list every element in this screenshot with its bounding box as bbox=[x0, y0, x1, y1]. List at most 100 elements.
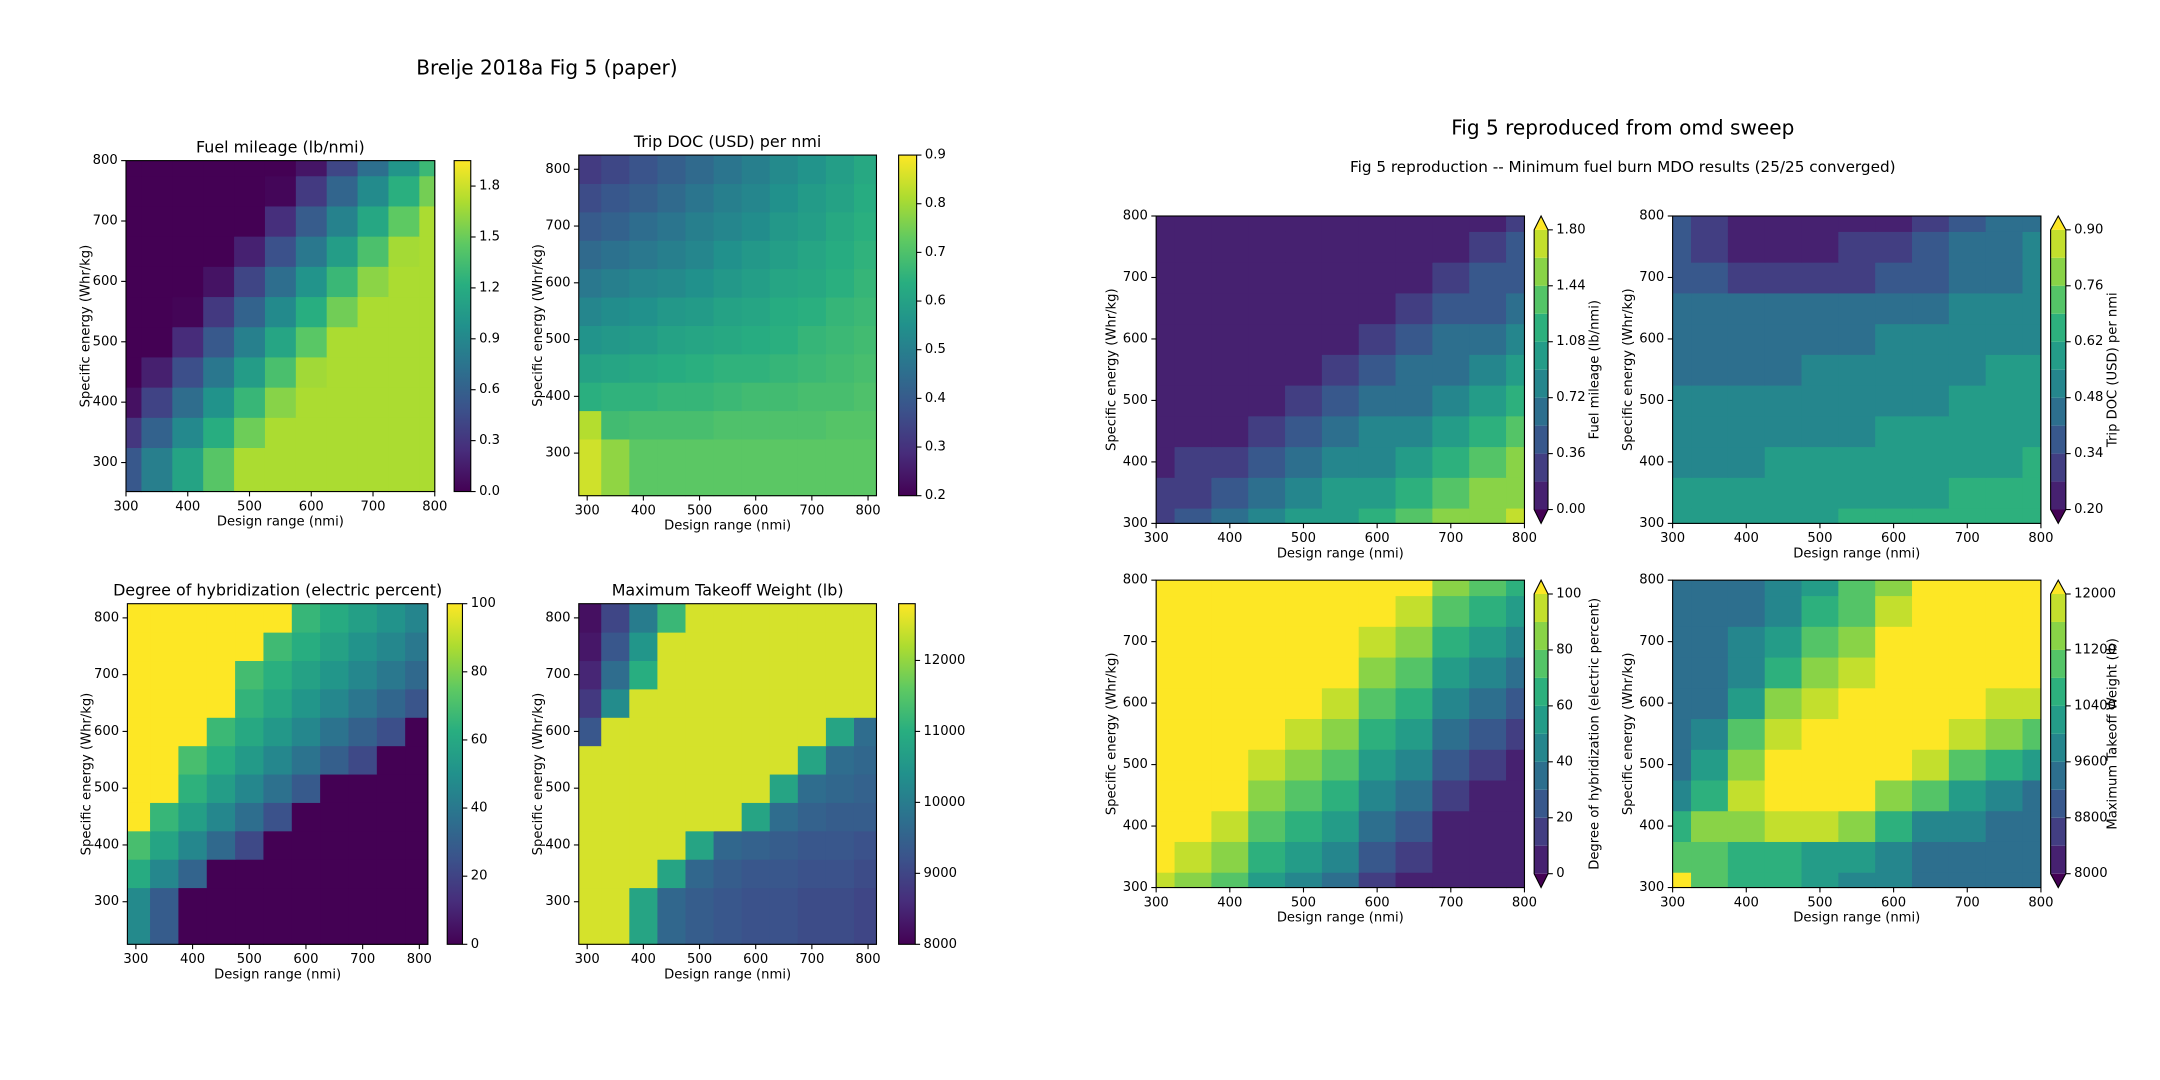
y-tick-label: 700 bbox=[94, 667, 119, 682]
cell bbox=[601, 774, 630, 803]
cell bbox=[1801, 841, 1839, 873]
cell bbox=[797, 774, 827, 803]
cell bbox=[1838, 779, 1876, 812]
colorbar-tick-label: 1.44 bbox=[1556, 278, 1585, 293]
cell bbox=[1985, 580, 2024, 597]
cell bbox=[234, 447, 266, 493]
cell bbox=[1285, 779, 1323, 812]
cell bbox=[713, 155, 743, 185]
colorbar bbox=[446, 603, 464, 945]
cell bbox=[326, 266, 359, 298]
cell bbox=[1432, 687, 1470, 720]
cell bbox=[172, 296, 204, 328]
cell bbox=[1285, 446, 1323, 478]
cell bbox=[1469, 477, 1507, 509]
cell bbox=[405, 603, 429, 633]
cell bbox=[629, 632, 658, 662]
cell bbox=[1672, 262, 1692, 294]
cell bbox=[1174, 354, 1212, 386]
cell bbox=[1285, 595, 1323, 627]
colorbar-tick-label: 1.5 bbox=[479, 229, 500, 244]
cell bbox=[1211, 292, 1249, 325]
cell bbox=[797, 830, 827, 860]
cell bbox=[797, 325, 827, 355]
cell bbox=[376, 859, 406, 889]
cell bbox=[264, 326, 297, 358]
cell bbox=[1248, 580, 1286, 597]
cell bbox=[1506, 385, 1526, 417]
cell bbox=[1506, 749, 1526, 781]
cell bbox=[1432, 446, 1470, 478]
y-tick-label: 800 bbox=[545, 610, 570, 625]
cell bbox=[2022, 595, 2042, 627]
cell bbox=[1691, 323, 1729, 355]
cell bbox=[1285, 508, 1323, 524]
cell bbox=[578, 410, 602, 440]
colorbar-tick-label: 1.80 bbox=[1556, 222, 1585, 237]
cell bbox=[578, 297, 602, 326]
cell bbox=[1174, 718, 1212, 750]
cell bbox=[172, 266, 204, 298]
cell bbox=[1727, 779, 1766, 812]
colorbar-band bbox=[2050, 594, 2066, 622]
x-tick-label: 300 bbox=[113, 499, 138, 514]
y-tick-label: 400 bbox=[545, 389, 570, 404]
cell bbox=[2022, 810, 2042, 842]
colorbar-band bbox=[1534, 733, 1548, 762]
cell bbox=[685, 268, 715, 298]
cell bbox=[1875, 718, 1913, 750]
cell bbox=[1912, 323, 1950, 355]
cell bbox=[769, 410, 799, 440]
cell bbox=[178, 859, 208, 889]
cell bbox=[741, 830, 771, 860]
cell bbox=[853, 830, 878, 860]
cell bbox=[126, 387, 142, 418]
cell bbox=[1156, 477, 1176, 509]
colorbar-tick-label: 0.72 bbox=[1556, 390, 1585, 405]
x-tick-label: 400 bbox=[1217, 895, 1242, 910]
cell bbox=[1801, 216, 1839, 232]
colorbar-band bbox=[1534, 453, 1548, 482]
x-tick-label: 300 bbox=[123, 952, 148, 967]
cell bbox=[1395, 354, 1433, 386]
cell bbox=[1285, 323, 1323, 355]
colorbar-band bbox=[1534, 481, 1548, 510]
colorbar-tick-label: 9600 bbox=[2074, 754, 2107, 769]
colorbar-band bbox=[2050, 761, 2066, 790]
cell bbox=[263, 717, 293, 747]
colorbar-band bbox=[1534, 257, 1548, 286]
colorbar-tick-label: 0.76 bbox=[2074, 278, 2103, 293]
colorbar-extend bbox=[2050, 873, 2066, 888]
cell bbox=[291, 859, 321, 889]
cell bbox=[1395, 216, 1433, 232]
cell bbox=[1358, 292, 1397, 325]
cell bbox=[206, 688, 236, 718]
x-tick-label: 800 bbox=[2028, 531, 2053, 546]
cell bbox=[178, 660, 208, 690]
cell bbox=[388, 356, 420, 388]
colorbar-band bbox=[2050, 257, 2066, 286]
cell bbox=[1211, 385, 1249, 417]
cell bbox=[1912, 872, 1950, 889]
cell bbox=[357, 160, 390, 177]
cell bbox=[1727, 216, 1766, 232]
cell bbox=[263, 745, 293, 775]
cell bbox=[797, 240, 827, 270]
cell bbox=[1506, 216, 1526, 232]
cell bbox=[1395, 477, 1433, 509]
cell bbox=[825, 603, 855, 633]
cell bbox=[741, 774, 771, 803]
cell bbox=[376, 660, 406, 690]
cell bbox=[1727, 687, 1766, 720]
cell bbox=[741, 887, 771, 945]
cell bbox=[1248, 231, 1286, 263]
cell bbox=[1801, 508, 1839, 524]
cell bbox=[295, 160, 328, 177]
cell bbox=[1506, 626, 1526, 658]
cell bbox=[629, 887, 658, 945]
cell bbox=[1174, 262, 1212, 294]
cell bbox=[1672, 718, 1692, 750]
cell bbox=[1285, 385, 1323, 417]
cell bbox=[657, 774, 687, 803]
cell bbox=[127, 660, 151, 690]
